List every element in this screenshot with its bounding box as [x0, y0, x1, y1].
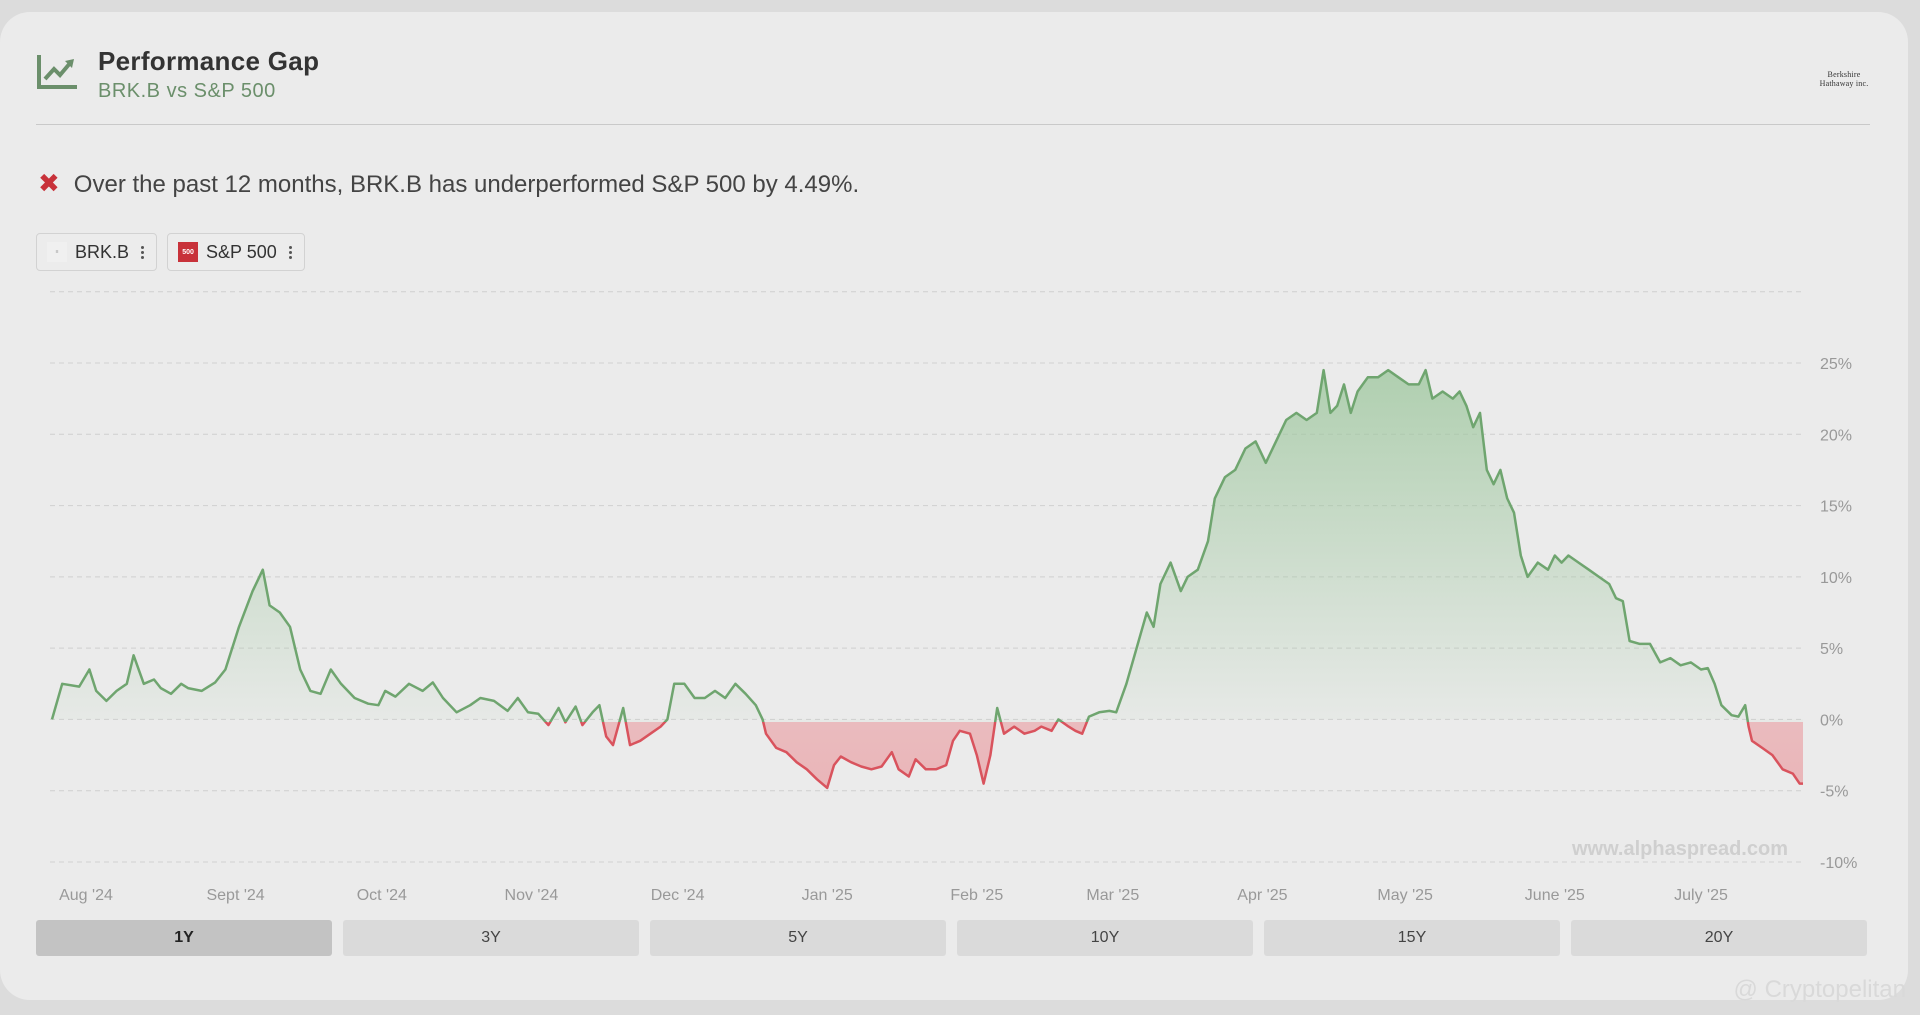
- tab-5y[interactable]: 5Y: [650, 920, 946, 956]
- x-tick-label: Sept '24: [206, 887, 264, 904]
- legend-label-sp500: S&P 500: [206, 241, 277, 262]
- trend-chart-icon: [37, 55, 77, 89]
- performance-summary: ✖ Over the past 12 months, BRK.B has unde…: [38, 168, 859, 199]
- page-title: Performance Gap: [98, 46, 320, 76]
- x-tick-label: June '25: [1525, 887, 1585, 904]
- credit-text: @ Cryptopelitan: [1733, 976, 1906, 1003]
- logo-line-2: Hathaway inc.: [1819, 79, 1869, 88]
- tab-1y[interactable]: 1Y: [36, 920, 332, 956]
- y-tick-label: 5%: [1820, 641, 1843, 658]
- logo-line-1: Berkshire: [1827, 70, 1861, 79]
- legend: ≡ BRK.B 500 S&P 500: [36, 233, 305, 271]
- sp500-logo-icon: 500: [178, 242, 199, 262]
- x-tick-label: Feb '25: [950, 887, 1003, 904]
- tab-3y[interactable]: 3Y: [343, 920, 639, 956]
- x-tick-label: Nov '24: [505, 887, 559, 904]
- y-tick-label: 15%: [1820, 499, 1852, 516]
- x-tick-label: Apr '25: [1237, 887, 1287, 904]
- tab-10y[interactable]: 10Y: [957, 920, 1253, 956]
- gap-line: [50, 368, 1803, 790]
- negative-gap-line: [543, 722, 1803, 790]
- positive-gap-line: [50, 368, 1750, 722]
- berkshire-logo-icon: ≡: [47, 242, 67, 262]
- x-axis-labels: Aug '24 Sept '24 Oct '24 Nov '24 Dec '24 Jan …: [59, 887, 1728, 904]
- y-tick-label: -10%: [1820, 855, 1857, 872]
- page-subtitle: BRK.B vs S&P 500: [98, 80, 276, 102]
- more-options-icon[interactable]: [288, 245, 292, 259]
- positive-gap-area: [52, 370, 1803, 722]
- berkshire-logo: Berkshire Hathaway inc.: [1818, 70, 1870, 88]
- legend-item-sp500[interactable]: 500 S&P 500: [167, 233, 305, 271]
- x-tick-label: Dec '24: [651, 887, 705, 904]
- tab-20y[interactable]: 20Y: [1571, 920, 1867, 956]
- summary-text: Over the past 12 months, BRK.B has under…: [73, 171, 860, 198]
- cross-icon: ✖: [38, 168, 60, 198]
- more-options-icon[interactable]: [141, 245, 145, 259]
- x-tick-label: Aug '24: [59, 887, 113, 904]
- y-axis-labels: 25% 20% 15% 10% 5% 0% -5% -10%: [1820, 356, 1857, 872]
- negative-gap-area: [545, 722, 1803, 788]
- y-tick-label: 25%: [1820, 356, 1852, 373]
- x-tick-label: Oct '24: [357, 887, 407, 904]
- card-header: Performance Gap BRK.B vs S&P 500 Berkshi…: [36, 36, 1870, 125]
- legend-item-brk[interactable]: ≡ BRK.B: [36, 233, 158, 271]
- y-tick-label: 0%: [1820, 712, 1843, 729]
- x-tick-label: May '25: [1377, 887, 1433, 904]
- y-tick-label: 10%: [1820, 570, 1852, 587]
- x-tick-label: Jan '25: [802, 887, 853, 904]
- tab-15y[interactable]: 15Y: [1264, 920, 1560, 956]
- legend-label-brk: BRK.B: [75, 241, 130, 262]
- y-tick-label: -5%: [1820, 784, 1848, 801]
- area-fills: [52, 370, 1803, 788]
- x-tick-label: Mar '25: [1086, 887, 1139, 904]
- y-tick-label: 20%: [1820, 427, 1852, 444]
- period-tabs: 1Y 3Y 5Y 10Y 15Y 20Y: [36, 920, 1867, 956]
- x-tick-label: July '25: [1674, 887, 1728, 904]
- watermark: www.alphaspread.com: [1572, 838, 1788, 860]
